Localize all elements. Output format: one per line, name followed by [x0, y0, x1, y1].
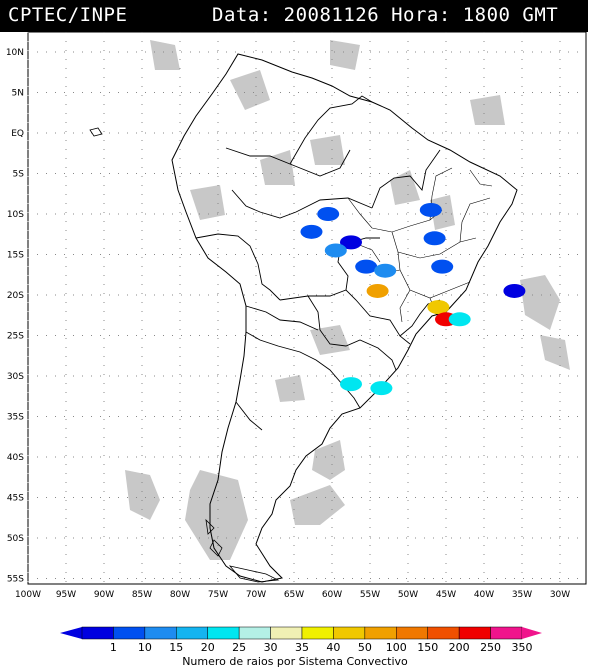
convective-system-blob [423, 231, 446, 246]
legend-swatch [490, 626, 523, 640]
lon-tick-label: 75W [208, 590, 228, 600]
legend-tick-label: 20 [201, 641, 215, 654]
lon-tick-label: 50W [398, 590, 418, 600]
legend-tick-label: 25 [232, 641, 246, 654]
legend-tick-label: 200 [449, 641, 470, 654]
convective-system-blob [366, 283, 389, 298]
legend-swatch [301, 626, 334, 640]
south-america-coastline [171, 53, 518, 583]
lat-tick-label: EQ [11, 129, 24, 139]
lon-tick-label: 45W [436, 590, 456, 600]
cloud-imagery [125, 40, 570, 560]
legend-swatch [238, 626, 271, 640]
convective-system-blob [355, 259, 378, 274]
legend-swatch [207, 626, 240, 640]
legend-tick-label: 350 [512, 641, 533, 654]
legend-swatch [333, 626, 366, 640]
convective-system-blob [300, 224, 323, 239]
legend-tick-label: 1 [110, 641, 117, 654]
lon-tick-label: 95W [56, 590, 76, 600]
convective-system-blob [503, 283, 526, 298]
convective-system-blob [431, 259, 454, 274]
lon-tick-label: 90W [94, 590, 114, 600]
lat-tick-label: 40S [7, 453, 24, 463]
legend-tick-label: 30 [264, 641, 278, 654]
lat-tick-label: 45S [7, 494, 24, 504]
convective-system-blob [317, 207, 340, 221]
legend-swatch [113, 626, 146, 640]
lon-tick-label: 30W [550, 590, 570, 600]
lat-tick-label: 20S [7, 291, 24, 301]
lat-tick-label: 15S [7, 251, 24, 261]
legend-tick-label: 35 [295, 641, 309, 654]
color-legend: 1 10 15 20 25 30 35 40 50 100 150 200 250 350 [60, 626, 542, 654]
lon-tick-label: 55W [360, 590, 380, 600]
title-bar: CPTEC/INPE Data: 20081126 Hora: 1800 GMT [0, 0, 588, 32]
lat-tick-label: 35S [7, 413, 24, 423]
lon-tick-label: 70W [246, 590, 266, 600]
legend-swatch [176, 626, 208, 640]
legend-left-arrow [60, 627, 82, 639]
lon-tick-label: 60W [322, 590, 342, 600]
convective-system-blob [448, 312, 471, 327]
legend-swatch [458, 626, 491, 640]
legend-tick-label: 150 [417, 641, 438, 654]
legend-tick-label: 40 [326, 641, 340, 654]
lat-tick-label: 30S [7, 372, 24, 382]
lat-tick-label: 50S [7, 534, 24, 544]
source-label: CPTEC/INPE [8, 4, 128, 26]
legend-tick-label: 15 [169, 641, 183, 654]
legend-tick-label: 100 [386, 641, 407, 654]
lat-tick-label: 10S [7, 210, 24, 220]
graticule [27, 32, 586, 584]
legend-right-arrow [522, 627, 542, 639]
lat-tick-label: 5S [13, 170, 25, 180]
lon-tick-label: 35W [512, 590, 532, 600]
country-borders [195, 95, 441, 431]
lat-tick-label: 55S [7, 575, 24, 585]
legend-tick-label: 10 [138, 641, 152, 654]
legend-tick-label: 250 [480, 641, 501, 654]
legend-swatch [396, 626, 428, 640]
legend-swatch [270, 626, 303, 640]
convective-system-blob [374, 263, 397, 278]
convective-systems [300, 202, 526, 396]
convective-system-blob [324, 243, 347, 258]
legend-swatch [81, 626, 114, 640]
convective-system-blob [340, 235, 362, 250]
datetime-label: Data: 20081126 Hora: 1800 GMT [212, 4, 559, 26]
convective-system-blob [427, 300, 450, 315]
lon-tick-label: 100W [15, 590, 41, 600]
convective-system-blob [340, 377, 362, 392]
legend-caption: Numero de raios por Sistema Convectivo [182, 655, 408, 668]
lat-tick-label: 25S [7, 332, 24, 342]
longitude-labels: 100W 95W 90W 85W 80W 75W 70W 65W 60W 55W 50W 45W 40W… [15, 590, 570, 600]
lon-tick-label: 65W [284, 590, 304, 600]
lat-tick-label: 5N [12, 89, 24, 99]
convective-system-blob [370, 381, 393, 396]
legend-tick-label: 50 [358, 641, 372, 654]
latitude-labels: 10N 5N EQ 5S 10S 15S 20S 25S 30S 35S 40S 45S 50S 55S [6, 48, 24, 585]
convective-system-blob [419, 202, 442, 217]
legend-swatch [144, 626, 177, 640]
legend-swatch [427, 626, 460, 640]
lon-tick-label: 85W [132, 590, 152, 600]
lon-tick-label: 40W [474, 590, 494, 600]
legend-swatch [364, 626, 397, 640]
lon-tick-label: 80W [170, 590, 190, 600]
southern-islands [89, 127, 280, 583]
lat-tick-label: 10N [6, 48, 24, 58]
